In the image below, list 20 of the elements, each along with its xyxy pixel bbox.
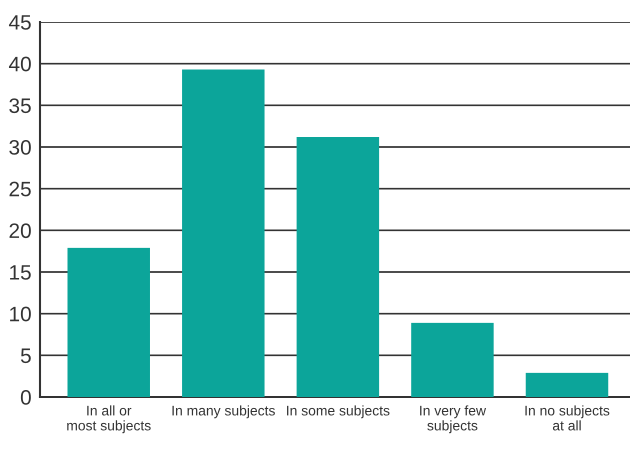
y-tick-label: 40 (8, 56, 31, 72)
bar (182, 70, 265, 397)
x-tick-label: In many subjects (172, 405, 275, 418)
y-tick-label: 15 (10, 265, 31, 280)
y-tick-label: 45 (8, 15, 31, 30)
bar (296, 137, 380, 397)
x-tick-label: In some subjects (287, 405, 390, 418)
bar (526, 372, 608, 397)
bar (411, 322, 494, 397)
x-tick-label: In very few subjects (420, 405, 486, 434)
y-tick-label: 10 (10, 306, 31, 322)
y-tick-label: 0 (20, 390, 31, 405)
x-tick-label: In no subjects at all (525, 405, 610, 430)
x-tick-label: In all or most subjects (67, 405, 151, 434)
y-tick-label: 35 (9, 98, 31, 114)
y-tick-label: 20 (10, 223, 31, 238)
y-tick-label: 5 (20, 348, 31, 364)
bar (67, 248, 150, 397)
y-tick-label: 25 (10, 182, 31, 196)
y-tick-label: 30 (9, 140, 31, 155)
